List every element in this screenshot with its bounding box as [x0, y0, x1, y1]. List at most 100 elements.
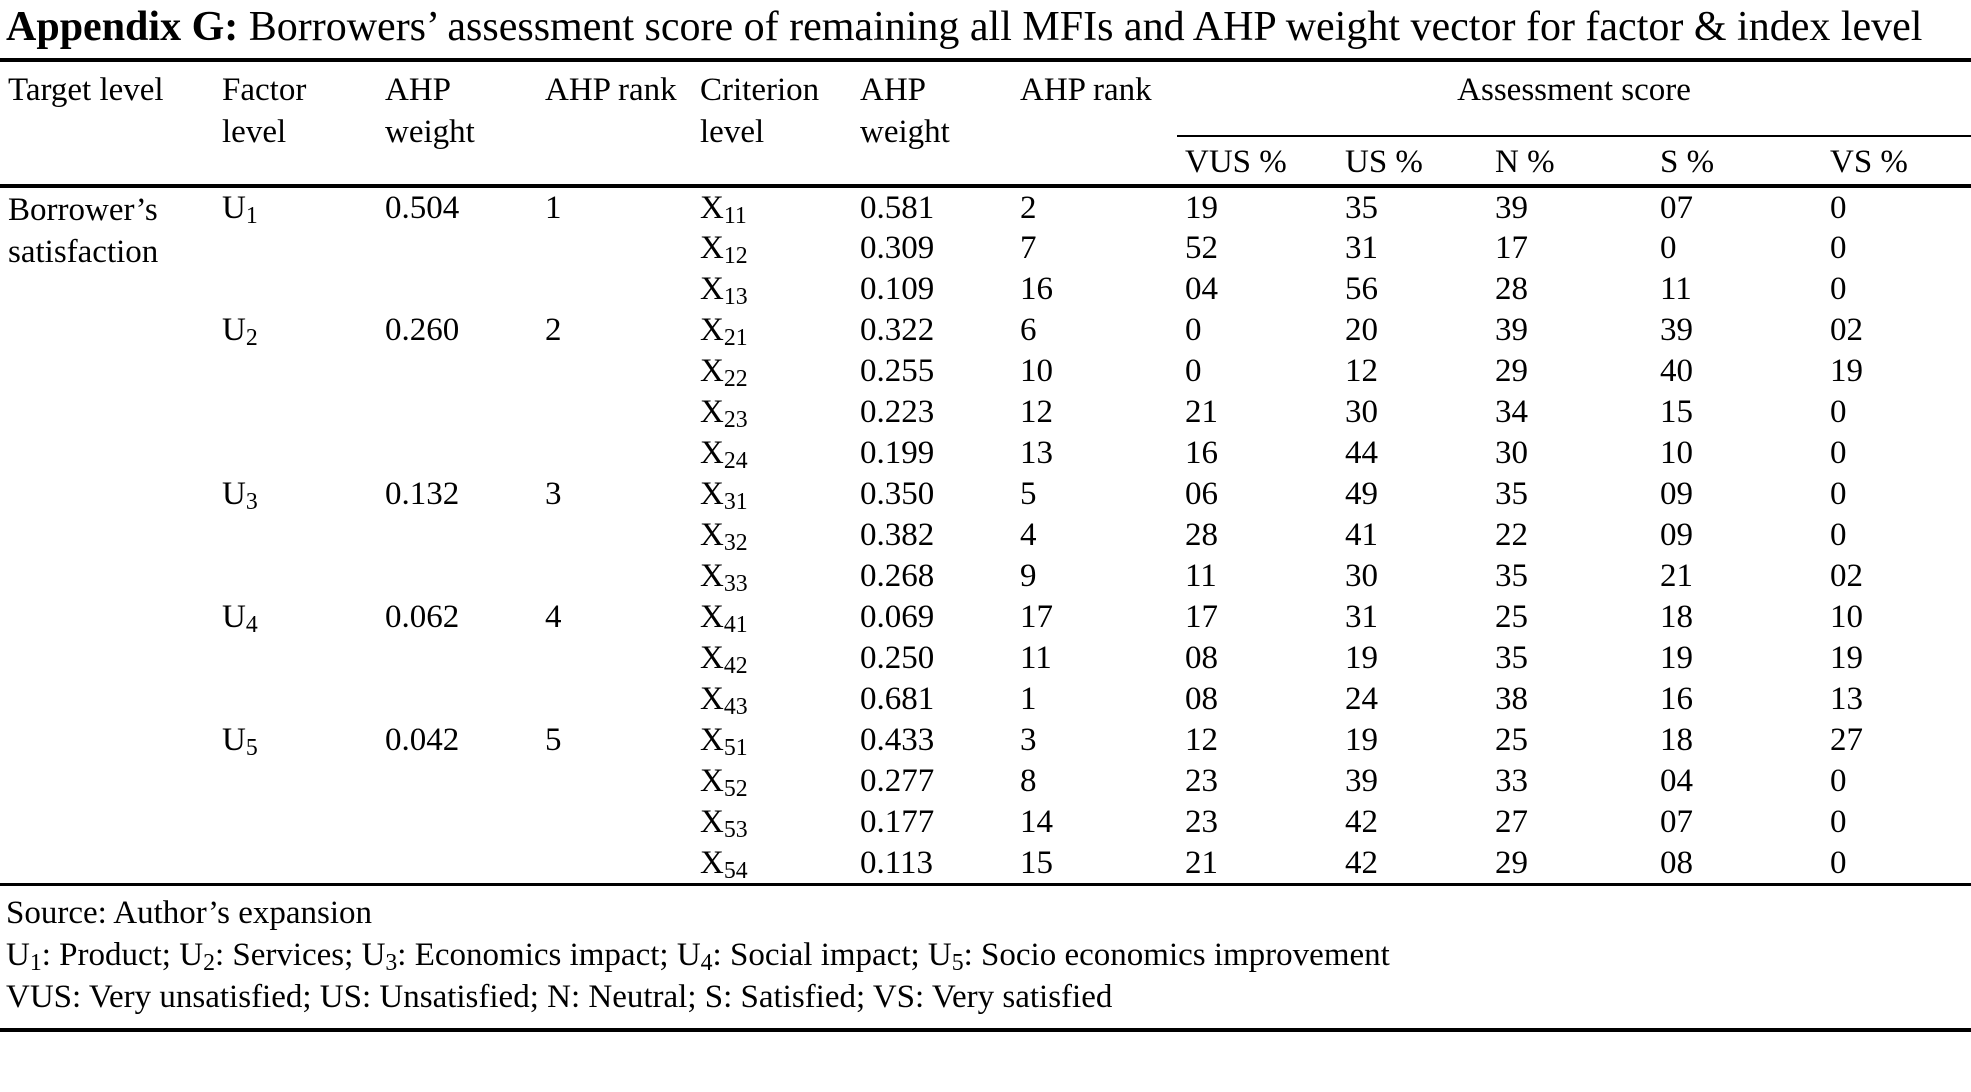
score-cell-vs: 0	[1830, 270, 1847, 307]
footnotes: Source: Author’s expansion U1: Product; …	[0, 886, 1971, 1032]
score-cell-s: 39	[1660, 311, 1693, 348]
criterion-ahp-rank-cell: 17	[1020, 598, 1053, 635]
score-cell-us: 42	[1345, 803, 1378, 840]
score-cell-vs: 10	[1830, 598, 1863, 635]
criterion-ahp-rank-cell: 8	[1020, 762, 1037, 799]
score-cell-vus: 0	[1185, 352, 1202, 389]
factor-ahp-rank-cell	[537, 392, 692, 433]
subscript: 43	[723, 694, 748, 721]
factor-ahp-weight-cell: 0.042	[385, 721, 460, 758]
score-cell-vus: 21	[1185, 844, 1218, 881]
target-level-cell	[0, 474, 214, 515]
factor-ahp-rank-cell	[537, 802, 692, 843]
score-cell-s: 16	[1660, 680, 1693, 717]
factor-ahp-weight-cell	[377, 843, 537, 885]
table-row: X23 0.223 12 21 30 34 15 0	[0, 392, 1971, 433]
criterion-level-cell: X51	[700, 721, 748, 762]
criterion-ahp-weight-cell: 0.309	[860, 229, 935, 266]
subscript: 23	[723, 407, 748, 434]
factor-level-cell	[214, 433, 377, 474]
criterion-level-cell: X42	[700, 639, 748, 680]
col-header-factor-ahp-weight: AHP weight	[385, 72, 475, 150]
subscript: 4	[700, 950, 713, 977]
score-cell-n: 35	[1495, 475, 1528, 512]
subscript: 42	[723, 653, 748, 680]
factor-level-cell	[214, 761, 377, 802]
criterion-ahp-weight-cell: 0.277	[860, 762, 935, 799]
table-row: X12 0.309 7 52 31 17 0 0	[0, 228, 1971, 269]
score-cell-us: 12	[1345, 352, 1378, 389]
target-level-cell	[0, 679, 214, 720]
factor-level-cell	[214, 515, 377, 556]
table-row: X33 0.268 9 11 30 35 21 02	[0, 556, 1971, 597]
table-row: X52 0.277 8 23 39 33 04 0	[0, 761, 1971, 802]
factor-ahp-rank-cell	[537, 556, 692, 597]
score-cell-n: 33	[1495, 762, 1528, 799]
score-cell-s: 10	[1660, 434, 1693, 471]
header-row-main: Target level Factor level AHP weight AHP…	[0, 60, 1971, 149]
score-cell-us: 24	[1345, 680, 1378, 717]
factor-level-cell	[214, 679, 377, 720]
assessment-table: Target level Factor level AHP weight AHP…	[0, 58, 1971, 887]
factor-level-cell	[214, 638, 377, 679]
target-level-cell	[0, 310, 214, 351]
score-cell-vus: 04	[1185, 270, 1218, 307]
subscript: 21	[723, 325, 748, 352]
criterion-ahp-rank-cell: 10	[1020, 352, 1053, 389]
factor-ahp-rank-cell	[537, 761, 692, 802]
criterion-level-cell: X32	[700, 516, 748, 557]
score-cell-vs: 13	[1830, 680, 1863, 717]
subscript: 5	[245, 735, 258, 762]
criterion-ahp-weight-cell: 0.250	[860, 639, 935, 676]
source-note: Source: Author’s expansion	[6, 895, 373, 932]
criterion-ahp-weight-cell: 0.109	[860, 270, 935, 307]
factor-ahp-weight-cell	[377, 351, 537, 392]
criterion-ahp-rank-cell: 7	[1020, 229, 1037, 266]
score-cell-n: 17	[1495, 229, 1528, 266]
target-level-cell	[0, 351, 214, 392]
score-cell-s: 18	[1660, 721, 1693, 758]
score-cell-vus: 11	[1185, 557, 1217, 594]
criterion-level-cell: X24	[700, 434, 748, 475]
score-cell-us: 30	[1345, 557, 1378, 594]
table-row: X43 0.681 1 08 24 38 16 13	[0, 679, 1971, 720]
score-cell-s: 18	[1660, 598, 1693, 635]
criterion-ahp-weight-cell: 0.382	[860, 516, 935, 553]
col-header-us: US %	[1337, 135, 1487, 186]
target-level-cell	[0, 802, 214, 843]
factor-ahp-rank-cell	[537, 515, 692, 556]
criterion-level-cell: X21	[700, 311, 748, 352]
target-level-cell	[0, 843, 214, 885]
factor-level-cell	[214, 392, 377, 433]
subscript: 1	[29, 950, 42, 977]
factor-ahp-rank-cell	[537, 843, 692, 885]
col-header-vus: VUS %	[1177, 135, 1337, 186]
criterion-ahp-weight-cell: 0.177	[860, 803, 935, 840]
score-cell-vs: 0	[1830, 803, 1847, 840]
factor-ahp-weight-cell: 0.062	[385, 598, 460, 635]
criterion-ahp-rank-cell: 4	[1020, 516, 1037, 553]
table-row: Borrower’s satisfaction U1 0.504 1 X11 0.581 2…	[0, 186, 1971, 270]
target-level-cell	[0, 392, 214, 433]
score-cell-us: 35	[1345, 189, 1378, 226]
score-cell-us: 49	[1345, 475, 1378, 512]
score-cell-n: 39	[1495, 189, 1528, 226]
score-cell-vs: 19	[1830, 352, 1863, 389]
header-row-scores: VUS % US % N % S % VS %	[0, 135, 1971, 186]
score-cell-vus: 23	[1185, 762, 1218, 799]
score-cell-us: 31	[1345, 229, 1378, 266]
score-cell-us: 39	[1345, 762, 1378, 799]
score-cell-s: 19	[1660, 639, 1693, 676]
col-header-factor-ahp-rank: AHP rank	[545, 72, 677, 109]
target-level-cell	[0, 638, 214, 679]
score-cell-vus: 28	[1185, 516, 1218, 553]
criterion-level-cell: X23	[700, 393, 748, 434]
criterion-level-cell: X31	[700, 475, 748, 516]
score-cell-vs: 0	[1830, 475, 1847, 512]
col-header-criterion-ahp-weight: AHP weight	[860, 72, 950, 150]
factor-ahp-rank-cell	[537, 351, 692, 392]
table-row: X53 0.177 14 23 42 27 07 0	[0, 802, 1971, 843]
criterion-level-cell: X54	[700, 844, 748, 885]
page-title: Appendix G: Borrowers’ assessment score …	[0, 0, 1971, 58]
score-cell-n: 27	[1495, 803, 1528, 840]
